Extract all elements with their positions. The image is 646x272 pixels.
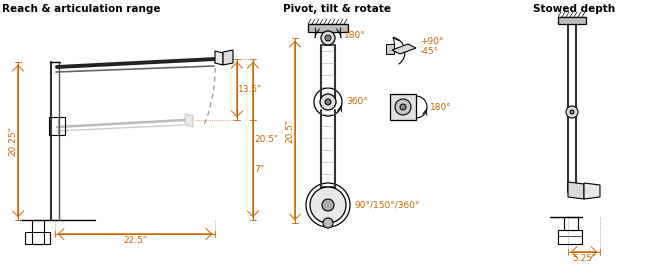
Circle shape [321,31,335,45]
Circle shape [570,110,574,114]
Bar [390,94,416,120]
Polygon shape [392,44,416,54]
Text: 90°/150°/360°: 90°/150°/360° [354,200,419,209]
Polygon shape [215,51,223,65]
Circle shape [322,199,334,211]
Circle shape [323,218,333,228]
Text: 13.5": 13.5" [238,85,262,94]
Polygon shape [185,114,193,127]
Text: 360°: 360° [346,97,368,107]
Circle shape [395,99,411,115]
Bar [564,217,578,230]
Text: +90°: +90° [420,38,444,47]
Circle shape [320,94,336,110]
Text: 180°: 180° [430,103,452,112]
Polygon shape [223,50,233,65]
Text: Pivot, tilt & rotate: Pivot, tilt & rotate [283,4,391,14]
Text: 180°: 180° [344,30,366,39]
Circle shape [310,187,346,223]
Text: 22.5": 22.5" [123,236,147,245]
Polygon shape [568,182,584,199]
Polygon shape [584,183,600,199]
Bar [386,44,394,54]
Bar [558,17,586,24]
Text: 7": 7" [254,165,264,175]
Circle shape [325,99,331,105]
Bar [558,230,582,244]
Text: -45°: -45° [420,48,439,57]
Text: 20.5": 20.5" [254,135,278,144]
Text: 5.25": 5.25" [572,254,596,263]
Bar [308,24,348,32]
Text: 20.25": 20.25" [8,126,17,156]
Circle shape [325,35,331,41]
Text: Stowed depth: Stowed depth [533,4,615,14]
Text: 20.5": 20.5" [285,118,294,143]
Circle shape [566,106,578,118]
Circle shape [400,104,406,110]
Text: Reach & articulation range: Reach & articulation range [2,4,160,14]
